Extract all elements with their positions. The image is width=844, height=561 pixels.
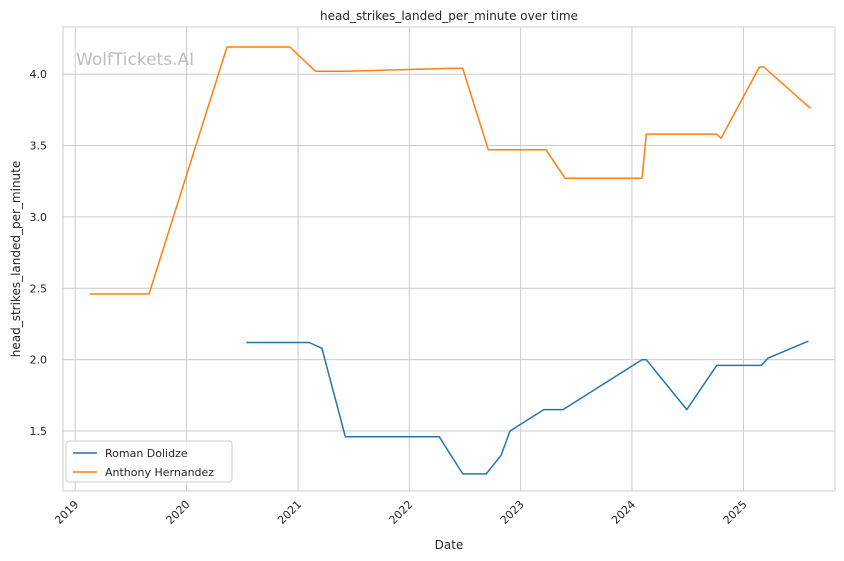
series-line-1 xyxy=(89,46,812,295)
y-tick-label: 2.0 xyxy=(30,354,48,367)
y-tick-label: 4.0 xyxy=(30,68,48,81)
y-axis-label: head_strikes_landed_per_minute xyxy=(9,161,23,358)
x-axis-label: Date xyxy=(435,538,464,552)
chart-title: head_strikes_landed_per_minute over time xyxy=(320,9,578,23)
grid-lines xyxy=(63,27,835,491)
y-tick-label: 3.0 xyxy=(30,211,48,224)
y-tick-label: 1.5 xyxy=(30,425,48,438)
watermark-text: WolfTickets.AI xyxy=(76,50,194,70)
legend-label: Roman Dolidze xyxy=(105,447,188,460)
y-tick-label: 3.5 xyxy=(30,139,48,152)
y-tick-labels: 1.5 2.0 2.5 3.0 3.5 4.0 xyxy=(30,68,48,438)
legend-box xyxy=(65,440,233,483)
plot-frame xyxy=(62,26,836,492)
series-line-0 xyxy=(246,340,809,475)
series-layer xyxy=(89,46,812,475)
legend: Roman Dolidze Anthony Hernandez xyxy=(65,440,233,483)
y-tick-label: 2.5 xyxy=(30,282,48,295)
legend-label: Anthony Hernandez xyxy=(105,466,214,479)
